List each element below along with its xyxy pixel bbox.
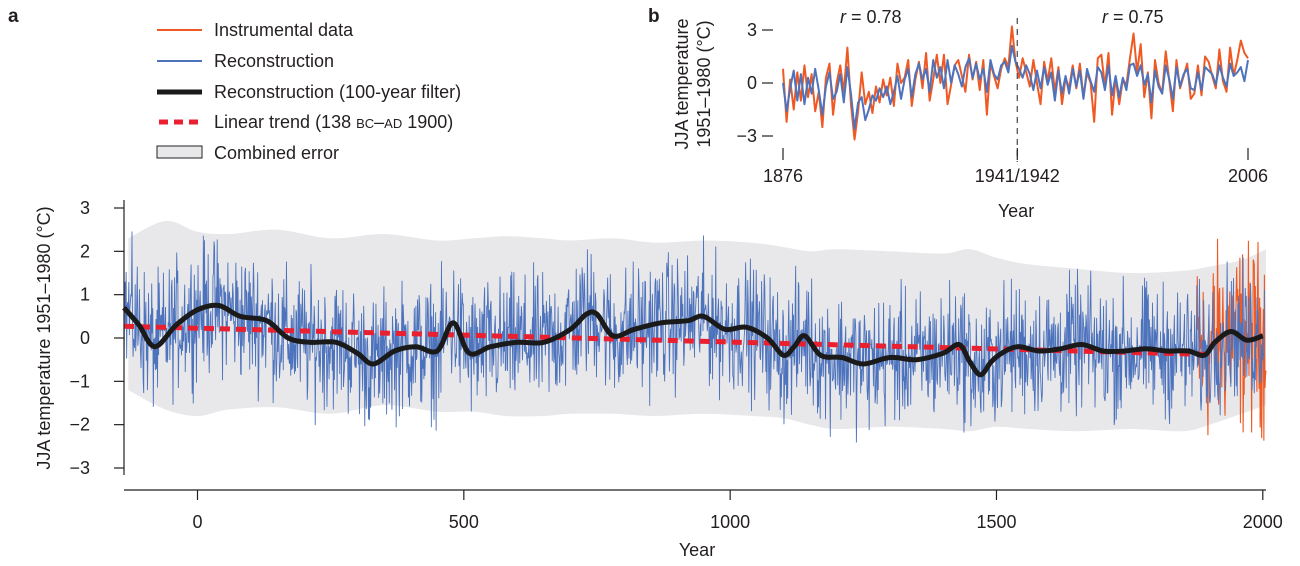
- panel-a-y-tick-label: −1: [69, 371, 90, 391]
- panel-a-letter: a: [8, 6, 19, 27]
- panel-b-plot-area: [782, 25, 1249, 141]
- legend-label-error: Combined error: [214, 143, 339, 163]
- panel-a-x-tick-label: 1000: [710, 512, 750, 532]
- panel-a-x-tick-label: 1500: [976, 512, 1016, 532]
- legend: Instrumental data Reconstruction Reconst…: [156, 20, 461, 163]
- r-equals-left: =: [846, 7, 867, 27]
- legend-trend-prefix: Linear trend (138: [214, 112, 356, 132]
- legend-label-filter: Reconstruction (100-year filter): [214, 82, 461, 102]
- r-value-left: 0.78: [867, 7, 902, 27]
- r-equals-right: =: [1108, 7, 1129, 27]
- r-value-right: 0.75: [1129, 7, 1164, 27]
- panel-b-reconstruction-line: [782, 44, 1249, 130]
- legend-trend-suffix: 1900): [402, 112, 453, 132]
- legend-label-instrumental: Instrumental data: [214, 20, 354, 40]
- panel-b-y-axis-label-line2: 1951–1980 (°C): [694, 20, 714, 147]
- panel-a-y-tick-label: 0: [80, 328, 90, 348]
- legend-trend-mid: –: [374, 112, 384, 132]
- panel-b-y-axis-label-line1: JJA temperature: [672, 18, 692, 149]
- panel-b-x-axis-label: Year: [998, 201, 1034, 221]
- panel-a-y-tick-label: 1: [80, 285, 90, 305]
- legend-label-reconstruction: Reconstruction: [214, 51, 334, 71]
- panel-a-y-tick-label: 2: [80, 241, 90, 261]
- panel-a-x-tick-label: 0: [192, 512, 202, 532]
- panel-a-y-tick-label: −2: [69, 415, 90, 435]
- panel-b-y-tick-label: 0: [747, 73, 757, 93]
- panel-b-axes: 3 0 −3 JJA temperature 1951–1980 (°C) 1876 194…: [672, 18, 1268, 221]
- r-symbol-right: r: [1102, 7, 1109, 27]
- panel-b-letter: b: [648, 6, 660, 27]
- panel-a-y-tick-label: 3: [80, 198, 90, 218]
- panel-a-x-tick-label: 500: [449, 512, 479, 532]
- panel-b-x-tick-label: 1876: [763, 166, 803, 186]
- panel-a-axes: 3 2 1 0 −1 −2 −3 JJA temperature 1951–1980 (°C)…: [34, 198, 1283, 560]
- panel-a-y-axis-label: JJA temperature 1951–1980 (°C): [34, 206, 54, 469]
- legend-trend-bc: BC: [356, 116, 374, 131]
- panel-b-x-tick-label: 2006: [1228, 166, 1268, 186]
- legend-swatch-error: [156, 145, 203, 159]
- legend-trend-ad: AD: [384, 116, 402, 131]
- r-symbol-left: r: [840, 7, 847, 27]
- panel-a-x-axis-label: Year: [679, 540, 715, 560]
- r-label-right: r = 0.75: [1102, 7, 1164, 27]
- panel-a-plot-area: [122, 220, 1267, 443]
- panel-b-y-tick-label: −3: [736, 126, 757, 146]
- panel-a-x-tick-label: 2000: [1243, 512, 1283, 532]
- panel-a-y-tick-label: −3: [69, 458, 90, 478]
- legend-label-trend: Linear trend (138 BC–AD 1900): [214, 112, 453, 132]
- panel-b-y-tick-label: 3: [747, 20, 757, 40]
- panel-a: a Instrumental data Reconstruction Recon…: [8, 6, 1283, 560]
- panel-b-x-tick-label: 1941/1942: [975, 166, 1060, 186]
- r-label-left: r = 0.78: [840, 7, 902, 27]
- filter-series-line: [122, 302, 1264, 378]
- panel-b-instrumental-line: [782, 25, 1249, 141]
